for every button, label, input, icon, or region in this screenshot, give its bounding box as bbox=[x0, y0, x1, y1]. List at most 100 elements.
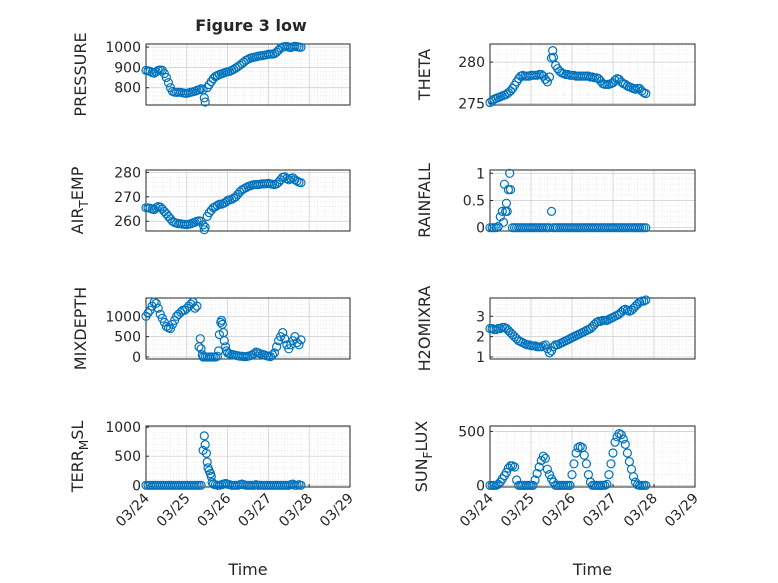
series-pressure bbox=[141, 41, 306, 107]
data-point bbox=[267, 350, 278, 360]
data-point bbox=[296, 335, 306, 345]
series-rainfall bbox=[485, 168, 651, 233]
y-tick-label: 0.5 bbox=[463, 194, 485, 210]
data-point bbox=[278, 328, 288, 338]
y-axis-label: H2OMIXRA bbox=[415, 286, 434, 372]
data-point bbox=[296, 42, 306, 52]
data-point bbox=[604, 470, 614, 480]
data-point bbox=[505, 168, 515, 178]
y-tick-label: 500 bbox=[114, 330, 141, 346]
plot-area bbox=[490, 426, 695, 487]
x-tick-label: 03/25 bbox=[154, 491, 194, 531]
subplot-h2omixra: 1 2 3 H2OMIXRA bbox=[415, 286, 696, 372]
y-axis-label: TERRMSL bbox=[68, 421, 91, 494]
data-point bbox=[532, 468, 542, 479]
subplot-rainfall: 0 0.5 1 RAINFALL bbox=[415, 163, 696, 238]
x-tick-label: 03/28 bbox=[276, 491, 316, 531]
data-point bbox=[505, 185, 516, 195]
data-point bbox=[196, 480, 206, 490]
y-tick-label: 2 bbox=[476, 330, 485, 346]
data-point bbox=[581, 459, 592, 469]
y-tick-label: 280 bbox=[458, 55, 485, 71]
axes-box bbox=[489, 43, 696, 106]
y-tick-label: 0 bbox=[132, 478, 141, 494]
data-point bbox=[192, 301, 202, 311]
y-tick-label: 0 bbox=[476, 221, 485, 237]
data-point bbox=[161, 72, 171, 83]
data-point bbox=[199, 431, 209, 441]
series-air-temp bbox=[141, 172, 306, 235]
data-point bbox=[163, 77, 173, 88]
data-point bbox=[565, 480, 575, 490]
data-point bbox=[272, 342, 282, 352]
data-point bbox=[143, 308, 153, 318]
data-point bbox=[542, 464, 553, 474]
data-point bbox=[198, 220, 208, 230]
figure-title: Figure 3 low bbox=[195, 16, 307, 35]
data-point bbox=[528, 480, 538, 490]
data-point bbox=[534, 462, 544, 472]
series-theta bbox=[485, 45, 651, 108]
data-point bbox=[216, 315, 227, 325]
data-point bbox=[212, 200, 222, 210]
y-axis-label: THETA bbox=[415, 49, 434, 101]
y-tick-label: 1 bbox=[476, 350, 485, 366]
data-point bbox=[509, 462, 520, 472]
y-axis-label: AIRTEMP bbox=[68, 166, 91, 234]
y-tick-label: 275 bbox=[458, 96, 485, 112]
x-tick-label: 03/24 bbox=[113, 490, 153, 530]
y-tick-label: 1000 bbox=[105, 420, 141, 436]
y-axis-label: SUNFLUX bbox=[412, 421, 435, 493]
x-axis-label: Time bbox=[572, 560, 612, 579]
data-point bbox=[622, 448, 633, 458]
data-point bbox=[296, 178, 306, 188]
data-point bbox=[153, 303, 163, 313]
data-point bbox=[501, 467, 511, 477]
x-tick-label: 03/24 bbox=[457, 490, 497, 530]
data-point bbox=[196, 344, 206, 354]
data-point bbox=[196, 84, 206, 94]
data-point bbox=[243, 54, 253, 64]
data-point bbox=[608, 448, 618, 458]
y-tick-label: 500 bbox=[458, 424, 485, 440]
data-point bbox=[641, 88, 651, 99]
data-point bbox=[491, 223, 501, 233]
subplot-sun-flux: 0 500 03/24 03/25 03/26 03/27 03/28 03/29 Time SU… bbox=[412, 421, 702, 579]
axes-box bbox=[145, 169, 351, 232]
data-point bbox=[200, 222, 210, 232]
data-point bbox=[575, 441, 585, 452]
data-point bbox=[544, 470, 555, 480]
data-point bbox=[200, 440, 210, 450]
data-point bbox=[606, 459, 616, 469]
data-point bbox=[151, 298, 161, 308]
data-point bbox=[151, 203, 161, 213]
data-point bbox=[544, 72, 555, 82]
data-point bbox=[292, 176, 302, 186]
x-tick-label: 03/26 bbox=[539, 490, 579, 530]
data-point bbox=[620, 439, 630, 449]
data-point bbox=[628, 472, 639, 482]
y-tick-label: 500 bbox=[114, 449, 141, 465]
data-point bbox=[269, 348, 280, 358]
data-point bbox=[542, 77, 553, 87]
y-tick-label: 1000 bbox=[105, 40, 141, 56]
x-tick-label: 03/28 bbox=[621, 491, 661, 531]
subplot-mixdepth: 0 500 1000 MIXDEPTH bbox=[71, 287, 351, 370]
data-point bbox=[639, 296, 649, 306]
subplot-pressure: 800 900 1000 PRESSURE bbox=[71, 32, 351, 117]
y-tick-label: 260 bbox=[114, 214, 141, 230]
subplot-air-temp: 260 270 280 AIRTEMP bbox=[68, 165, 351, 235]
data-point bbox=[280, 334, 290, 344]
x-axis-label: Time bbox=[227, 560, 267, 579]
data-point bbox=[548, 52, 559, 62]
data-point bbox=[221, 342, 231, 352]
data-point bbox=[579, 450, 589, 460]
y-tick-label: 0 bbox=[476, 478, 485, 494]
data-point bbox=[567, 470, 577, 480]
y-axis-label: RAINFALL bbox=[415, 163, 434, 238]
data-point bbox=[538, 451, 548, 461]
data-point bbox=[546, 206, 557, 216]
data-point bbox=[498, 217, 509, 227]
subplot-theta: 275 280 THETA bbox=[415, 43, 696, 112]
